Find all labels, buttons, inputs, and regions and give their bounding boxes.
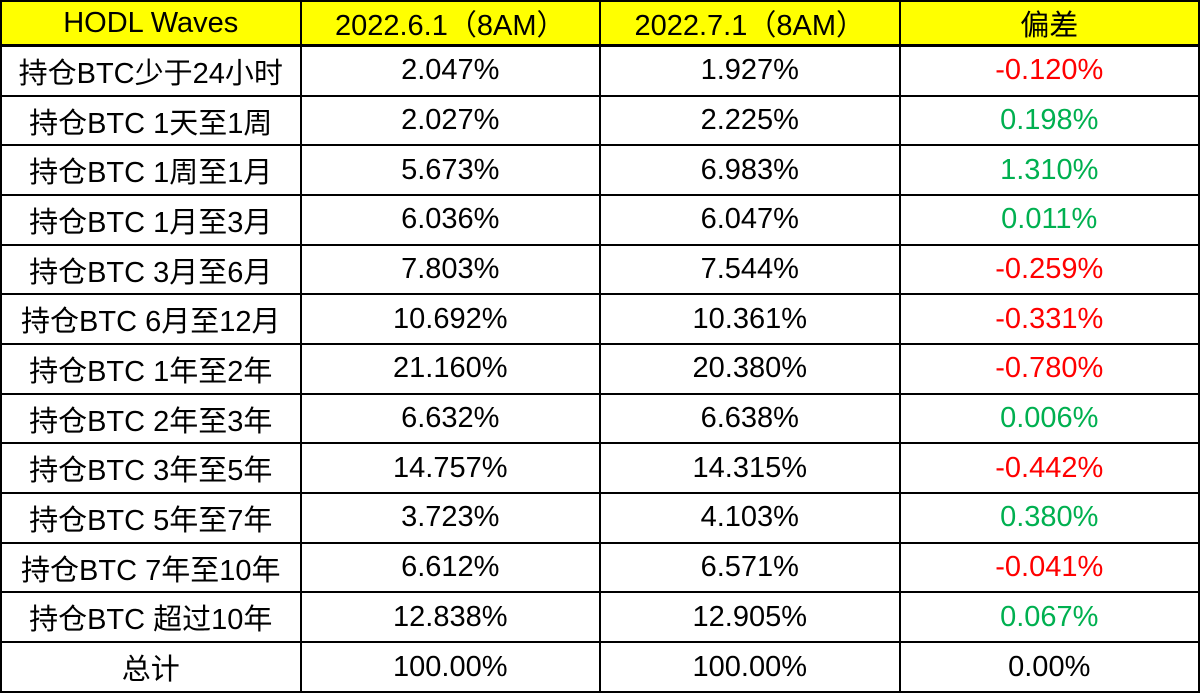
table-row: 持仓BTC 1天至1周 2.027% 2.225% 0.198% [0,94,1200,147]
jun-value-cell[interactable]: 6.632% [299,392,601,445]
table-row: 总计 100.00% 100.00% 0.00% [0,641,1200,693]
jun-value-cell[interactable]: 21.160% [299,343,601,395]
row-label-cell[interactable]: 持仓BTC 2年至3年 [0,392,302,445]
row-label-cell[interactable]: 持仓BTC 6月至12月 [0,293,302,346]
jun-value-cell[interactable]: 2.047% [299,44,601,97]
deviation-cell[interactable]: 0.198% [898,94,1200,147]
deviation-cell[interactable]: 0.067% [898,591,1200,644]
deviation-cell[interactable]: 0.011% [898,194,1200,246]
deviation-cell[interactable]: 0.380% [898,492,1200,544]
jun-value-cell[interactable]: 100.00% [299,641,601,693]
deviation-cell[interactable]: -0.331% [898,293,1200,346]
table-row: 持仓BTC 1年至2年 21.160% 20.380% -0.780% [0,343,1200,395]
deviation-cell[interactable]: -0.041% [898,541,1200,594]
jun-value-cell[interactable]: 2.027% [299,94,601,147]
jul-value-cell[interactable]: 2.225% [599,94,901,147]
jun-value-cell[interactable]: 3.723% [299,492,601,544]
header-cell-deviation[interactable]: 偏差 [898,0,1200,47]
deviation-cell[interactable]: 1.310% [898,144,1200,197]
jul-value-cell[interactable]: 20.380% [599,343,901,395]
deviation-cell[interactable]: 0.00% [898,641,1200,693]
table-row: 持仓BTC 2年至3年 6.632% 6.638% 0.006% [0,392,1200,445]
row-label-cell[interactable]: 持仓BTC 1月至3月 [0,194,302,246]
jun-value-cell[interactable]: 6.612% [299,541,601,594]
jul-value-cell[interactable]: 1.927% [599,44,901,97]
jul-value-cell[interactable]: 10.361% [599,293,901,346]
table-row: 持仓BTC 6月至12月 10.692% 10.361% -0.331% [0,293,1200,346]
jul-value-cell[interactable]: 100.00% [599,641,901,693]
deviation-cell[interactable]: -0.442% [898,442,1200,495]
jun-value-cell[interactable]: 10.692% [299,293,601,346]
table-row: 持仓BTC 3年至5年 14.757% 14.315% -0.442% [0,442,1200,495]
header-row: HODL Waves 2022.6.1（8AM） 2022.7.1（8AM） 偏… [0,0,1200,47]
table-row: 持仓BTC 超过10年 12.838% 12.905% 0.067% [0,591,1200,644]
deviation-cell[interactable]: -0.259% [898,243,1200,296]
jul-value-cell[interactable]: 12.905% [599,591,901,644]
deviation-cell[interactable]: -0.780% [898,343,1200,395]
row-label-cell[interactable]: 持仓BTC 3年至5年 [0,442,302,495]
jul-value-cell[interactable]: 4.103% [599,492,901,544]
header-cell-date-june[interactable]: 2022.6.1（8AM） [299,0,601,47]
row-label-cell[interactable]: 持仓BTC 3月至6月 [0,243,302,296]
row-label-cell[interactable]: 持仓BTC 7年至10年 [0,541,302,594]
jun-value-cell[interactable]: 5.673% [299,144,601,197]
jul-value-cell[interactable]: 14.315% [599,442,901,495]
jun-value-cell[interactable]: 7.803% [299,243,601,296]
table-header: HODL Waves 2022.6.1（8AM） 2022.7.1（8AM） 偏… [0,0,1200,47]
deviation-cell[interactable]: 0.006% [898,392,1200,445]
table-row: 持仓BTC 7年至10年 6.612% 6.571% -0.041% [0,541,1200,594]
jul-value-cell[interactable]: 6.638% [599,392,901,445]
header-cell-date-july[interactable]: 2022.7.1（8AM） [599,0,901,47]
row-label-cell[interactable]: 持仓BTC 5年至7年 [0,492,302,544]
jul-value-cell[interactable]: 7.544% [599,243,901,296]
row-label-cell[interactable]: 持仓BTC 1周至1月 [0,144,302,197]
table-row: 持仓BTC少于24小时 2.047% 1.927% -0.120% [0,44,1200,97]
row-label-cell[interactable]: 总计 [0,641,302,693]
table-row: 持仓BTC 1月至3月 6.036% 6.047% 0.011% [0,194,1200,246]
table-row: 持仓BTC 1周至1月 5.673% 6.983% 1.310% [0,144,1200,197]
jun-value-cell[interactable]: 12.838% [299,591,601,644]
row-label-cell[interactable]: 持仓BTC少于24小时 [0,44,302,97]
row-label-cell[interactable]: 持仓BTC 超过10年 [0,591,302,644]
table-row: 持仓BTC 3月至6月 7.803% 7.544% -0.259% [0,243,1200,296]
header-cell-hodl-waves[interactable]: HODL Waves [0,0,302,47]
row-label-cell[interactable]: 持仓BTC 1年至2年 [0,343,302,395]
jul-value-cell[interactable]: 6.571% [599,541,901,594]
jun-value-cell[interactable]: 14.757% [299,442,601,495]
jul-value-cell[interactable]: 6.047% [599,194,901,246]
table-body: 持仓BTC少于24小时 2.047% 1.927% -0.120% 持仓BTC … [0,44,1200,693]
jul-value-cell[interactable]: 6.983% [599,144,901,197]
row-label-cell[interactable]: 持仓BTC 1天至1周 [0,94,302,147]
table-row: 持仓BTC 5年至7年 3.723% 4.103% 0.380% [0,492,1200,544]
jun-value-cell[interactable]: 6.036% [299,194,601,246]
deviation-cell[interactable]: -0.120% [898,44,1200,97]
